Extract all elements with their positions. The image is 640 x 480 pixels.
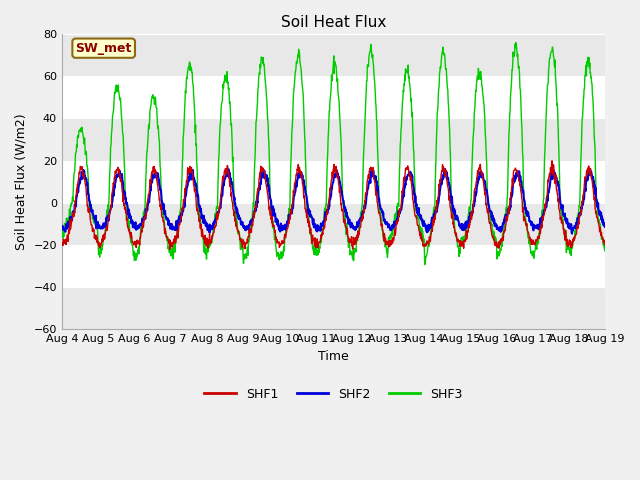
SHF2 xyxy=(166,223,173,228)
SHF1 xyxy=(179,203,187,209)
SHF2 xyxy=(240,225,248,230)
SHF1 xyxy=(240,242,248,248)
Bar xyxy=(62,203,605,245)
SHF3 xyxy=(418,226,426,231)
Line: SHF2: SHF2 xyxy=(62,169,605,234)
SHF2 xyxy=(568,231,576,237)
Bar xyxy=(62,119,605,160)
Title: Soil Heat Flux: Soil Heat Flux xyxy=(281,15,387,30)
X-axis label: Time: Time xyxy=(318,350,349,363)
SHF3 xyxy=(240,261,248,266)
SHF2 xyxy=(441,166,449,172)
Line: SHF1: SHF1 xyxy=(62,161,605,250)
Text: SW_met: SW_met xyxy=(76,42,132,55)
SHF3 xyxy=(166,250,173,255)
SHF2 xyxy=(418,217,426,223)
SHF2 xyxy=(58,223,66,229)
SHF1 xyxy=(166,242,173,248)
SHF1 xyxy=(548,158,556,164)
SHF1 xyxy=(166,247,173,252)
SHF2 xyxy=(489,218,497,224)
SHF1 xyxy=(58,241,66,247)
SHF3 xyxy=(421,262,429,267)
SHF2 xyxy=(537,216,545,222)
SHF3 xyxy=(602,241,609,247)
SHF2 xyxy=(602,224,609,230)
SHF1 xyxy=(537,225,545,231)
SHF3 xyxy=(489,236,497,242)
SHF1 xyxy=(489,233,497,239)
SHF1 xyxy=(602,238,609,243)
SHF3 xyxy=(179,155,187,161)
Bar xyxy=(62,287,605,329)
Y-axis label: Soil Heat Flux (W/m2): Soil Heat Flux (W/m2) xyxy=(15,113,28,250)
Legend: SHF1, SHF2, SHF3: SHF1, SHF2, SHF3 xyxy=(200,383,468,406)
Line: SHF3: SHF3 xyxy=(62,43,605,264)
SHF3 xyxy=(58,232,66,238)
SHF3 xyxy=(538,219,545,225)
Bar xyxy=(62,34,605,76)
SHF1 xyxy=(419,238,426,243)
SHF3 xyxy=(512,40,520,46)
SHF2 xyxy=(179,205,187,211)
